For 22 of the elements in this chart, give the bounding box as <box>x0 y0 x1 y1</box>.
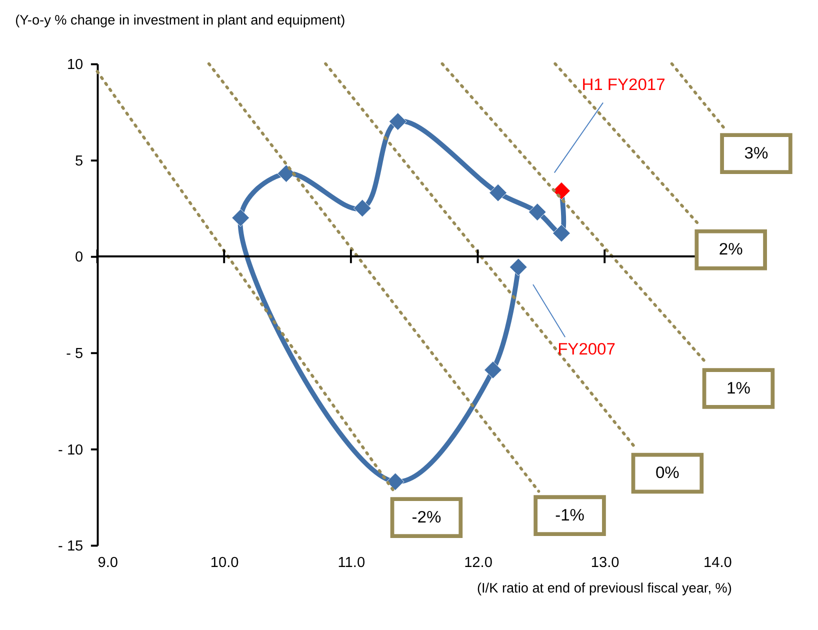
annotation: H1 FY2017 <box>582 75 666 94</box>
y-axis-title: (Y-o-y % change in investment in plant and equipment) <box>15 12 346 28</box>
x-tick-label: 13.0 <box>590 555 620 572</box>
y-tick-label: 10 <box>66 57 84 74</box>
series-label: 3% <box>744 143 768 162</box>
series-label: 0% <box>655 463 680 482</box>
series-label: -1% <box>555 505 585 524</box>
x-tick-label: 9.0 <box>98 555 118 572</box>
series-label: 2% <box>718 240 744 259</box>
y-tick-label: - 10 <box>58 442 84 458</box>
x-tick-label: 14.0 <box>704 555 732 572</box>
y-tick-label: - 5 <box>66 346 84 362</box>
x-tick-label: 10.0 <box>210 555 239 572</box>
y-tick-label: 5 <box>75 153 84 170</box>
y-tick-label: 0 <box>75 250 84 266</box>
x-tick-label: 12.0 <box>464 555 492 572</box>
x-axis-title: (I/K ratio at end of previousl fiscal year, %) <box>477 580 732 596</box>
x-tick-label: 11.0 <box>338 555 366 572</box>
series-label: -2% <box>412 507 442 526</box>
series-label: 1% <box>726 378 751 398</box>
annotation: FY2007 <box>558 340 616 359</box>
y-tick-label: - 15 <box>58 538 84 555</box>
